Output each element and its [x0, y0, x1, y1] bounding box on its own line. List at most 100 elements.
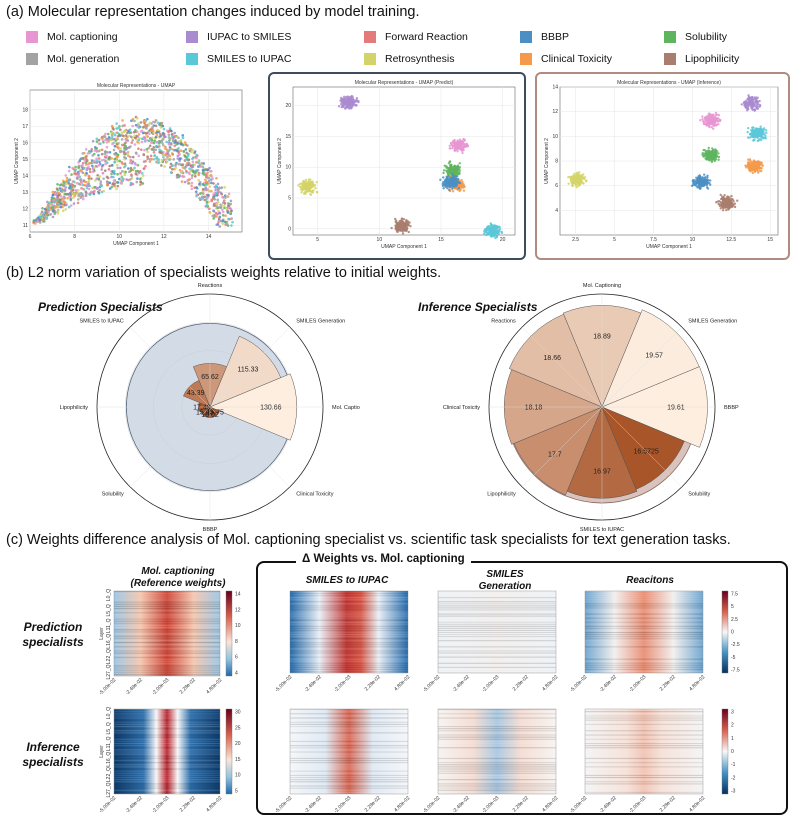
scatter-point: [72, 193, 75, 196]
scatter-point: [308, 190, 312, 193]
chart-title: Molecular Representations - UMAP: [97, 83, 176, 89]
scatter-point: [397, 224, 401, 227]
scatter-point: [196, 169, 200, 172]
heatmap-y-tick: L27_Q: [106, 664, 112, 679]
scatter-point: [165, 160, 169, 164]
scatter-point: [227, 217, 230, 221]
scatter-point: [447, 175, 451, 178]
scatter-point: [158, 145, 161, 148]
scatter-point: [201, 183, 205, 186]
scatter-point: [64, 208, 68, 211]
heatmap-row: [290, 609, 408, 611]
heatmap-row: [585, 766, 703, 768]
colorbar-tick: -7.5: [731, 668, 740, 674]
scatter-point: [152, 124, 156, 127]
scatter-point: [169, 162, 173, 166]
scatter-point: [725, 208, 728, 212]
heatmap-row: [585, 601, 703, 603]
y-tick-label: 20: [285, 103, 291, 109]
heatmap-border: [289, 590, 409, 674]
scatter-point: [701, 115, 704, 118]
scatter-point: [100, 158, 104, 162]
scatter-point: [121, 119, 124, 122]
scatter-point: [409, 225, 412, 228]
scatter-point: [754, 127, 758, 130]
scatter-point: [749, 132, 752, 136]
scatter-point: [172, 139, 175, 143]
scatter-point: [100, 136, 104, 140]
heatmap-row: [114, 599, 220, 601]
heatmap-row: [438, 749, 556, 751]
scatter-point: [146, 157, 150, 161]
scatter-point: [230, 224, 233, 227]
heatmap-row: [290, 781, 408, 783]
heatmap-row: [585, 593, 703, 595]
y-tick-label: 0: [288, 226, 291, 232]
scatter-point: [576, 174, 579, 177]
heatmap-row: [114, 789, 220, 791]
heatmap-row: [290, 670, 408, 672]
heatmap-row: [290, 605, 408, 607]
heatmap-row: [290, 717, 408, 719]
scatter-point: [571, 181, 574, 185]
heatmap-row: [585, 640, 703, 642]
colorbar-tick: 0: [731, 749, 734, 755]
heatmap-row: [438, 736, 556, 738]
scatter-point: [77, 194, 81, 198]
scatter-point: [754, 133, 757, 136]
scatter-point: [195, 156, 198, 160]
scatter-point: [197, 165, 200, 168]
scatter-point: [717, 122, 720, 126]
x-tick-label: 15: [438, 237, 444, 243]
scatter-point: [75, 181, 79, 185]
heatmap-row: [438, 640, 556, 642]
scatter-point: [117, 142, 120, 145]
scatter-point: [61, 189, 64, 193]
scatter-point: [699, 119, 702, 122]
heatmap-row: [290, 770, 408, 772]
scatter-point: [81, 171, 85, 174]
scatter-point: [211, 196, 215, 200]
scatter-point: [310, 185, 313, 188]
heatmap-x-tick: -2.49e-02: [452, 674, 472, 694]
heatmap-row: [290, 785, 408, 787]
heatmap-row: [585, 605, 703, 607]
heatmap-row: [585, 789, 703, 791]
scatter-point: [191, 157, 194, 161]
polar-category-label: Solubility: [102, 491, 124, 497]
scatter-point: [126, 139, 130, 142]
scatter-point: [458, 141, 461, 144]
heatmap-row: [438, 652, 556, 654]
heatmap-texture: [438, 709, 556, 793]
scatter-point: [694, 182, 698, 186]
scatter-point: [707, 146, 711, 150]
heatmap-row: [114, 673, 220, 675]
scatter-point: [223, 206, 226, 210]
scatter-point: [165, 140, 168, 144]
scatter-point: [493, 231, 496, 234]
colorbar-tick: 10: [235, 623, 241, 629]
scatter-point: [703, 182, 706, 185]
scatter-point: [199, 165, 202, 168]
heatmap-row: [114, 753, 220, 755]
scatter-point: [214, 184, 218, 187]
scatter-point: [85, 163, 88, 166]
scatter-point: [752, 134, 755, 137]
scatter-point: [698, 186, 701, 189]
scatter-point: [407, 230, 410, 234]
scatter-point: [202, 192, 205, 196]
heatmap-x-tick: -2.00e-03: [628, 795, 648, 815]
heatmap-x-tick: -2.49e-02: [599, 795, 619, 815]
scatter-point: [48, 201, 51, 204]
scatter-point: [744, 99, 748, 103]
scatter-point: [93, 161, 97, 164]
scatter-point: [455, 180, 458, 184]
scatter-point: [148, 144, 152, 148]
scatter-point: [204, 180, 208, 184]
colorbar-tick: 25: [235, 725, 241, 731]
scatter-point: [140, 148, 143, 151]
heatmap-row: [438, 615, 556, 617]
scatter-point: [746, 106, 749, 110]
scatter-point: [747, 161, 751, 164]
scatter-point: [208, 166, 211, 170]
